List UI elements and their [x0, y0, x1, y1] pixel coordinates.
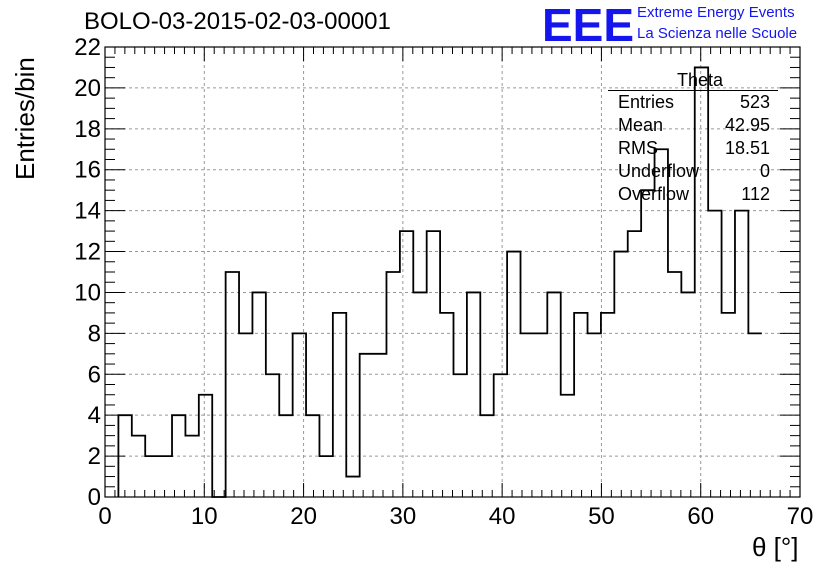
logo-line-1: Extreme Energy Events: [637, 4, 795, 21]
histogram-bin: [547, 292, 560, 497]
histogram-bin: [614, 252, 627, 497]
histogram-bin: [226, 272, 239, 497]
stat-value: 42.95: [724, 115, 770, 135]
x-tick-label: 50: [588, 503, 615, 530]
histogram-bin: [266, 374, 279, 497]
stat-value: 112: [741, 184, 770, 204]
histogram-bin: [145, 456, 158, 497]
stat-value: 523: [739, 92, 770, 112]
histogram-bars: [117, 66, 762, 498]
histogram-bin: [360, 354, 373, 497]
y-tick-label: 14: [74, 198, 101, 225]
stat-label: RMS: [618, 138, 658, 158]
eee-logo: EEE: [542, 0, 635, 51]
x-axis-label: θ [°]: [752, 532, 799, 562]
histogram-bin: [735, 211, 748, 497]
histogram-bin: [681, 292, 694, 497]
histogram-bin: [708, 211, 721, 497]
x-tick-label: 30: [390, 503, 417, 530]
y-axis: 0 2 4 6 8 10 12 14 16 18 20 22: [74, 34, 800, 511]
histogram-bin: [172, 415, 185, 497]
histogram-bin: [306, 415, 319, 497]
y-tick-label: 22: [74, 34, 101, 61]
histogram-bin: [534, 333, 547, 497]
y-tick-label: 16: [74, 157, 101, 184]
histogram-bin: [453, 374, 466, 497]
histogram-bin: [279, 415, 292, 497]
y-tick-label: 6: [88, 361, 101, 388]
x-tick-label: 40: [489, 503, 516, 530]
histogram-bin: [413, 292, 426, 497]
histogram-bin: [440, 313, 453, 497]
histogram-bin: [601, 313, 614, 497]
chart-title: BOLO-03-2015-02-03-00001: [84, 8, 391, 35]
stat-row: Mean 42.95: [608, 114, 778, 137]
histogram-bin: [252, 292, 265, 497]
histogram-bin: [427, 231, 440, 497]
x-tick-label: 60: [687, 503, 714, 530]
histogram-bin: [239, 333, 252, 497]
histogram-bin: [574, 313, 587, 497]
histogram-bin: [373, 354, 386, 497]
histogram-outline: [117, 66, 762, 498]
histogram-bin: [185, 436, 198, 497]
grid-lines: [105, 47, 800, 497]
y-tick-label: 0: [88, 484, 101, 511]
stat-value: 18.51: [724, 138, 770, 158]
histogram-bin: [668, 272, 681, 497]
histogram-bin: [521, 333, 534, 497]
stat-row: Overflow 112: [608, 183, 778, 206]
histogram-bin: [722, 313, 735, 497]
histogram-bin: [293, 333, 306, 497]
histogram-bin: [507, 252, 520, 497]
histogram-bin: [199, 395, 212, 497]
y-tick-label: 8: [88, 320, 101, 347]
stat-label: Overflow: [618, 184, 690, 204]
y-tick-label: 12: [74, 239, 101, 266]
y-axis-label: Entries/bin: [10, 57, 40, 180]
histogram-bin: [480, 415, 493, 497]
stat-row: Underflow 0: [608, 160, 778, 183]
logo-line-2: La Scienza nelle Scuole: [637, 25, 798, 42]
histogram-bin: [400, 231, 413, 497]
stat-label: Mean: [618, 115, 664, 135]
stat-label: Underflow: [618, 161, 700, 181]
histogram-bin: [159, 456, 172, 497]
y-tick-label: 2: [88, 443, 101, 470]
stats-title: Theta: [608, 70, 778, 91]
histogram-bin: [386, 272, 399, 497]
histogram-bin: [641, 190, 654, 497]
y-tick-label: 10: [74, 279, 101, 306]
stats-box: Theta Entries 523 Mean 42.95 RMS 18.51 U…: [608, 70, 778, 206]
stat-value: 0: [759, 161, 770, 181]
histogram-bin: [333, 313, 346, 497]
x-tick-label: 10: [191, 503, 218, 530]
x-axis: 0 10 20 30 40 50 60 70: [98, 47, 813, 530]
x-tick-label: 20: [290, 503, 317, 530]
stat-row: Entries 523: [608, 91, 778, 114]
histogram-bin: [628, 231, 641, 497]
y-tick-label: 4: [88, 402, 101, 429]
histogram-bin: [132, 436, 145, 497]
histogram-bin: [319, 456, 332, 497]
histogram-bin: [467, 292, 480, 497]
histogram-bin: [748, 333, 761, 497]
x-tick-label: 0: [98, 503, 111, 530]
stat-label: Entries: [618, 92, 675, 112]
y-tick-label: 18: [74, 116, 101, 143]
stat-row: RMS 18.51: [608, 137, 778, 160]
histogram-bin: [494, 374, 507, 497]
histogram-bin: [561, 395, 574, 497]
y-tick-label: 20: [74, 75, 101, 102]
x-tick-label: 70: [787, 503, 814, 530]
histogram-bin: [588, 333, 601, 497]
